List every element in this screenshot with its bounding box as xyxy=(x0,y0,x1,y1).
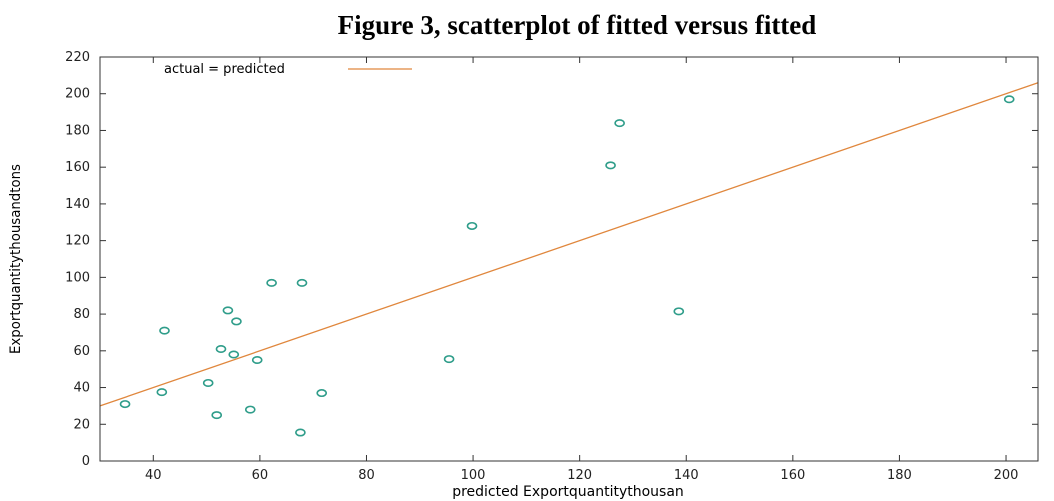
scatter-point xyxy=(466,221,478,230)
scatter-point xyxy=(228,350,240,359)
legend-label: actual = predicted xyxy=(164,62,285,77)
y-tick-label: 80 xyxy=(73,307,90,322)
scatter-point xyxy=(251,355,263,364)
x-tick-label: 200 xyxy=(994,468,1019,483)
actual-equals-predicted-line xyxy=(99,82,1039,407)
axis-ticks: 0 20 40 60 80 100 120 140 160 180 200 220 40 60 80 100 1… xyxy=(65,50,1038,483)
y-tick-label: 200 xyxy=(65,87,90,102)
y-tick-label: 60 xyxy=(73,344,90,359)
y-tick-label: 100 xyxy=(65,270,90,285)
y-tick-label: 120 xyxy=(65,234,90,249)
y-tick-label: 140 xyxy=(65,197,90,212)
x-axis-label: predicted Exportquantitythousan xyxy=(452,484,684,500)
y-axis-label: Exportquantitythousandtons xyxy=(8,164,24,354)
reference-line-group xyxy=(99,82,1039,407)
x-tick-label: 40 xyxy=(145,468,162,483)
scatter-point xyxy=(443,355,455,364)
scatter-point xyxy=(266,278,277,287)
x-tick-label: 160 xyxy=(780,468,805,483)
scatter-point xyxy=(614,119,625,128)
x-tick-label: 80 xyxy=(358,468,375,483)
scatter-point xyxy=(605,161,616,170)
chart-title: Figure 3, scatterplot of fitted versus f… xyxy=(337,10,817,40)
scatter-point xyxy=(119,400,131,409)
scatter-point xyxy=(215,344,227,353)
x-tick-label: 140 xyxy=(674,468,699,483)
scatter-point xyxy=(202,378,214,387)
y-tick-label: 160 xyxy=(65,160,90,175)
y-tick-label: 0 xyxy=(82,454,90,469)
y-tick-label: 220 xyxy=(65,50,90,65)
data-points xyxy=(119,95,1015,437)
y-tick-label: 20 xyxy=(73,417,90,432)
scatter-point xyxy=(159,326,170,335)
legend: actual = predicted xyxy=(164,62,412,77)
scatter-point xyxy=(296,278,308,287)
x-tick-label: 180 xyxy=(887,468,912,483)
scatter-point xyxy=(1003,95,1015,104)
y-tick-label: 180 xyxy=(65,123,90,138)
scatter-point xyxy=(244,405,256,414)
scatter-point xyxy=(231,317,242,326)
scatter-point xyxy=(222,306,234,315)
scatter-point xyxy=(316,389,328,398)
scatter-point xyxy=(156,388,168,397)
scatter-point xyxy=(673,307,685,316)
scatter-point xyxy=(211,411,223,420)
x-tick-label: 100 xyxy=(461,468,486,483)
scatter-point xyxy=(295,428,306,437)
x-tick-label: 120 xyxy=(567,468,592,483)
plot-frame xyxy=(99,56,1039,462)
x-tick-label: 60 xyxy=(252,468,269,483)
y-tick-label: 40 xyxy=(73,381,90,396)
